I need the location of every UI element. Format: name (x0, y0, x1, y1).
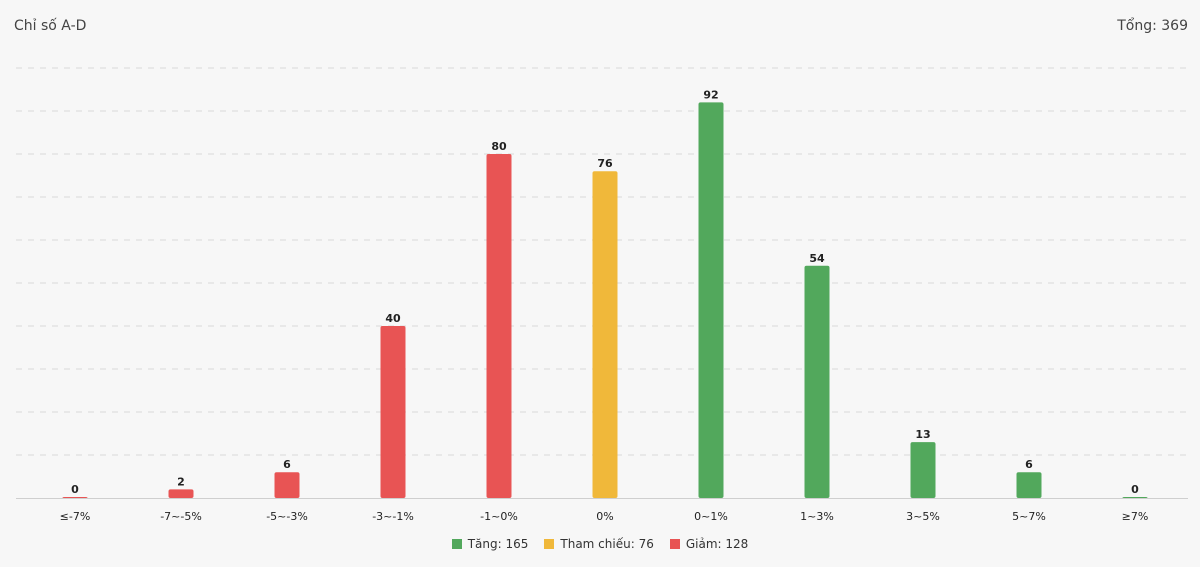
x-tick-label: -7~-5% (160, 510, 202, 523)
legend-label-ref: Tham chiếu: 76 (560, 537, 654, 551)
bar[interactable] (910, 442, 936, 498)
x-tick-label: ≤-7% (60, 510, 91, 523)
x-tick-label: -3~-1% (372, 510, 414, 523)
bar[interactable] (486, 154, 512, 498)
legend-item-up[interactable]: Tăng: 165 (451, 537, 529, 551)
data-label: 6 (283, 458, 291, 471)
x-tick-label: ≥7% (1122, 510, 1149, 523)
data-label: 76 (597, 157, 613, 170)
bar[interactable] (804, 265, 830, 498)
data-label: 54 (809, 252, 825, 265)
bar[interactable] (168, 489, 194, 498)
data-label: 80 (491, 140, 507, 153)
legend-item-ref[interactable]: Tham chiếu: 76 (544, 537, 654, 551)
data-label: 13 (915, 428, 930, 441)
ad-bar-chart: 0 ≤-7% 2 -7~-5% 6 -5~-3% 40 -3~-1% 80 -1~0% 76 0% 92… (16, 67, 1188, 523)
bar[interactable] (698, 102, 724, 499)
legend-swatch-ref (544, 539, 555, 549)
bar[interactable] (1122, 497, 1148, 498)
legend-label-up: Tăng: 165 (467, 537, 529, 551)
bar[interactable] (274, 472, 300, 498)
x-tick-label: -1~0% (480, 510, 518, 523)
chart-legend: Tăng: 165 Tham chiếu: 76 Giảm: 128 (0, 537, 1200, 551)
data-label: 2 (177, 475, 185, 488)
total-count: Tổng: 369 (1117, 18, 1188, 34)
bar[interactable] (1016, 472, 1042, 498)
data-label: 0 (71, 483, 79, 496)
legend-label-down: Giảm: 128 (685, 537, 749, 551)
data-label: 6 (1025, 458, 1033, 471)
legend-swatch-down (669, 539, 680, 549)
bar[interactable] (62, 497, 88, 498)
bar[interactable] (592, 171, 618, 498)
x-tick-label: -5~-3% (266, 510, 308, 523)
x-tick-label: 5~7% (1012, 510, 1046, 523)
data-label: 40 (385, 312, 401, 325)
bar[interactable] (380, 326, 406, 498)
x-tick-label: 0~1% (694, 510, 728, 523)
chart-title: Chỉ số A-D (14, 18, 87, 34)
data-label: 92 (703, 88, 718, 101)
legend-swatch-up (451, 539, 462, 549)
x-tick-label: 1~3% (800, 510, 834, 523)
x-tick-label: 3~5% (906, 510, 940, 523)
legend-item-down[interactable]: Giảm: 128 (669, 537, 749, 551)
data-label: 0 (1131, 483, 1139, 496)
x-tick-label: 0% (596, 510, 613, 523)
